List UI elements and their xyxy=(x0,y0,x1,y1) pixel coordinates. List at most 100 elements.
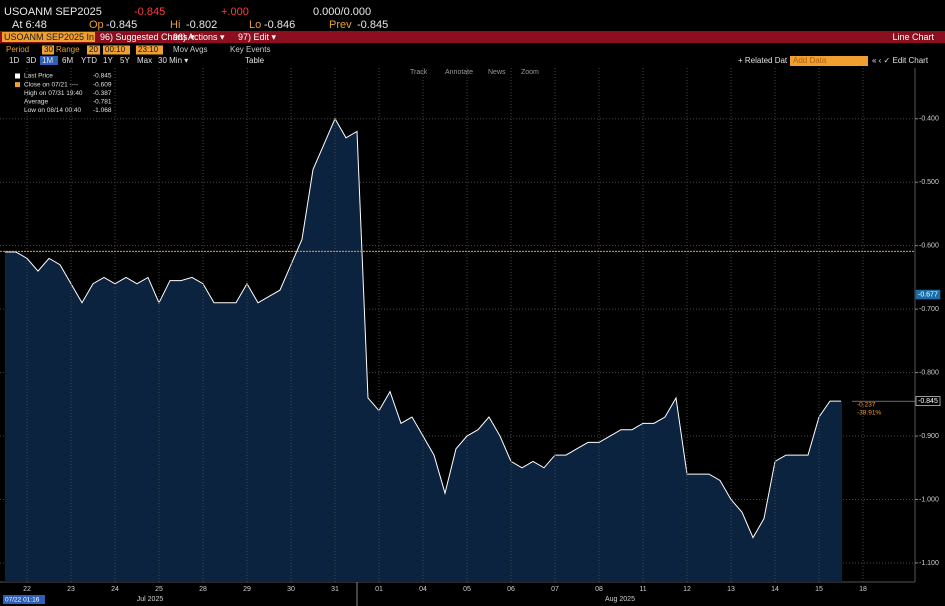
range: 20 xyxy=(89,45,98,54)
chart-type: Line Chart xyxy=(892,32,934,42)
menu-bar xyxy=(0,31,945,43)
quote-label: Hi xyxy=(170,19,180,31)
period-label: Period xyxy=(6,45,29,54)
menu-item[interactable]: 96) Actions ▾ xyxy=(173,32,225,42)
interval[interactable]: 30 Min ▾ xyxy=(158,56,188,65)
x-tick-label: 06 xyxy=(507,586,515,593)
x-tick-label: 07 xyxy=(551,586,559,593)
key-events[interactable]: Key Events xyxy=(230,45,270,54)
end-time: 23:10 xyxy=(138,45,159,54)
cursor-label: 07/22 01:16 xyxy=(5,597,40,604)
range-button[interactable]: 3D xyxy=(26,56,36,65)
range-button[interactable]: 1D xyxy=(9,56,19,65)
x-tick-label: 05 xyxy=(463,586,471,593)
x-tick-label: 24 xyxy=(111,586,119,593)
y-tick-label: -0.500 xyxy=(919,179,939,186)
input-box[interactable] xyxy=(42,45,54,55)
legend-value: -1.068 xyxy=(93,107,112,114)
mov-avgs[interactable]: Mov Avgs xyxy=(173,45,208,54)
x-tick-label: 15 xyxy=(815,586,823,593)
legend-value: -0.781 xyxy=(93,99,112,106)
input-box[interactable] xyxy=(136,45,163,55)
change-annotation: -0.237 xyxy=(857,402,876,409)
legend-swatch xyxy=(15,91,20,96)
change-annotation: -38.91% xyxy=(857,410,881,417)
security-box[interactable] xyxy=(2,32,95,42)
chart-tool[interactable]: News xyxy=(488,69,506,76)
related-data[interactable]: + Related Dat xyxy=(738,56,788,65)
x-tick-label: 31 xyxy=(331,586,339,593)
range-button[interactable]: 5Y xyxy=(120,56,130,65)
month-label: Aug 2025 xyxy=(605,596,635,603)
x-tick-label: 29 xyxy=(243,586,251,593)
y-tick-label: -1.000 xyxy=(919,496,939,503)
quote-value: -0.845 xyxy=(357,19,388,31)
y-tick-label: -0.400 xyxy=(919,116,939,123)
y-tick-label: -0.600 xyxy=(919,243,939,250)
x-tick-label: 30 xyxy=(287,586,295,593)
x-tick-label: 23 xyxy=(67,586,75,593)
x-tick-label: 14 xyxy=(771,586,779,593)
x-tick-label: 22 xyxy=(23,586,31,593)
y-tick-label: -0.900 xyxy=(919,433,939,440)
quote-label: Prev xyxy=(329,19,352,31)
y-tick-label: -1.100 xyxy=(919,560,939,567)
axis-marker-label: -0.677 xyxy=(918,291,938,298)
quote-value: -0.845 xyxy=(106,19,137,31)
chart-tool[interactable]: Annotate xyxy=(445,69,473,76)
ticker: USOANM SEP2025 xyxy=(4,6,102,18)
change: +.000 xyxy=(221,6,249,18)
chart-tool[interactable]: Zoom xyxy=(521,69,539,76)
price-line xyxy=(5,117,841,539)
add-data: Add Data xyxy=(793,56,827,65)
axis-marker-label: -0.845 xyxy=(918,398,938,405)
x-tick-label: 28 xyxy=(199,586,207,593)
bid-ask: 0.000/0.000 xyxy=(313,6,371,18)
quote-value: -0.802 xyxy=(186,19,217,31)
y-tick-label: -0.800 xyxy=(919,369,939,376)
cursor-label-box xyxy=(3,595,45,604)
range-button[interactable]: 6M xyxy=(62,56,73,65)
x-tick-label: 12 xyxy=(683,586,691,593)
quote-label: Op xyxy=(89,19,104,31)
chart-tool[interactable]: Track xyxy=(410,69,428,76)
last-price: -0.845 xyxy=(134,6,165,18)
range-button[interactable]: 1Y xyxy=(103,56,113,65)
start-time: 00:10 xyxy=(105,45,126,54)
legend-swatch xyxy=(15,99,20,104)
range-button[interactable]: YTD xyxy=(81,56,97,65)
legend-value: -0.845 xyxy=(93,73,112,80)
range-button[interactable]: 1M xyxy=(42,56,53,65)
y-tick-label: -0.700 xyxy=(919,306,939,313)
input-box[interactable] xyxy=(87,45,100,55)
x-tick-label: 25 xyxy=(155,586,163,593)
table-button[interactable]: Table xyxy=(245,56,265,65)
menu-item[interactable]: 96) Suggested Charts ▾ xyxy=(100,32,195,42)
range-selected xyxy=(40,56,58,65)
input-box[interactable] xyxy=(103,45,130,55)
quote-value: -0.846 xyxy=(264,19,295,31)
range-button[interactable]: Max xyxy=(137,56,152,65)
legend-label: High on 07/31 19:40 xyxy=(24,90,83,97)
legend-label: Close on 07/21 ---- xyxy=(24,81,78,88)
area xyxy=(5,118,842,582)
x-tick-label: 13 xyxy=(727,586,735,593)
legend-value: -0.387 xyxy=(93,90,112,97)
period: 30 xyxy=(44,45,53,54)
legend-swatch xyxy=(15,82,20,88)
legend-value: -0.609 xyxy=(93,81,112,88)
legend-swatch xyxy=(15,73,20,79)
legend-swatch xyxy=(15,108,20,113)
x-tick-label: 11 xyxy=(639,586,646,593)
legend-label: Low on 08/14 00:40 xyxy=(24,107,81,114)
security[interactable]: USOANM SEP2025 In xyxy=(4,32,94,42)
menu-item[interactable]: 97) Edit ▾ xyxy=(238,32,277,42)
add-data-box[interactable] xyxy=(790,56,868,66)
quote-label: Lo xyxy=(249,19,261,31)
edit-chart[interactable]: « ‹ ✓ Edit Chart xyxy=(872,56,929,65)
range-label: Range xyxy=(56,45,80,54)
axis-marker-box xyxy=(915,396,941,406)
month-label: Jul 2025 xyxy=(137,596,164,603)
